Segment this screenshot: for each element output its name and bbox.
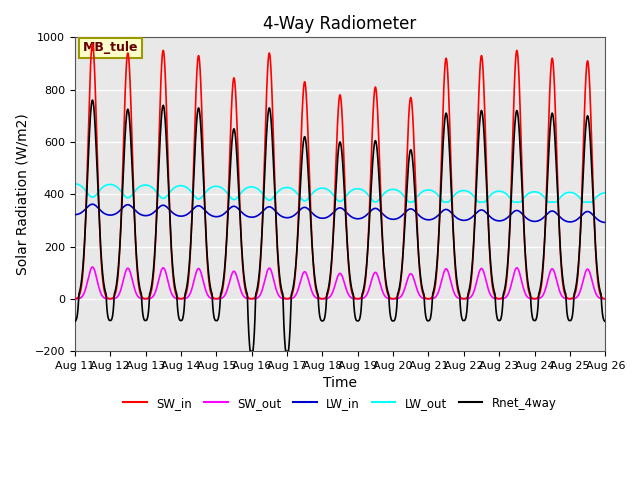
X-axis label: Time: Time	[323, 376, 357, 390]
Legend: SW_in, SW_out, LW_in, LW_out, Rnet_4way: SW_in, SW_out, LW_in, LW_out, Rnet_4way	[118, 392, 561, 414]
Y-axis label: Solar Radiation (W/m2): Solar Radiation (W/m2)	[15, 113, 29, 275]
Text: MB_tule: MB_tule	[83, 41, 138, 54]
Title: 4-Way Radiometer: 4-Way Radiometer	[264, 15, 417, 33]
